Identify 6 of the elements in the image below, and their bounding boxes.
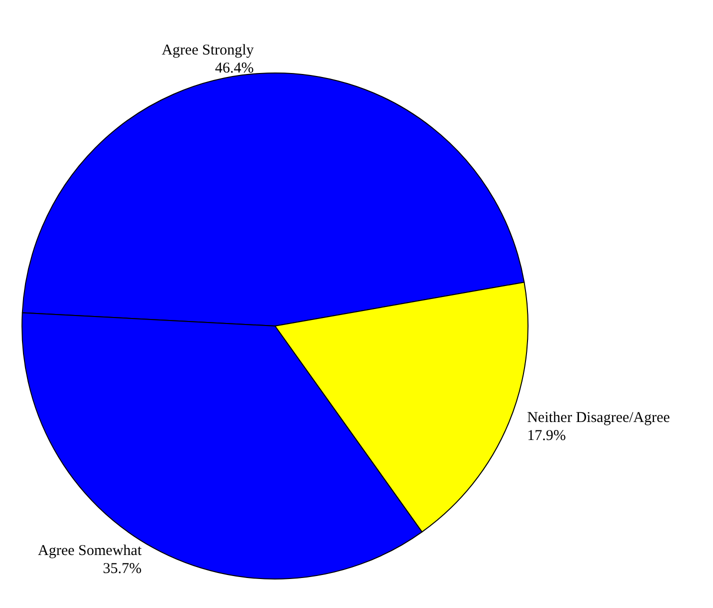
data-label: 46.4% (215, 60, 254, 76)
slice-label: Neither Disagree/Agree (527, 410, 670, 426)
slice-label: Agree Strongly (162, 42, 254, 58)
data-label: 35.7% (102, 561, 142, 578)
data-label: 17.9% (527, 428, 566, 444)
slice-label: Agree Somewhat (38, 543, 142, 560)
